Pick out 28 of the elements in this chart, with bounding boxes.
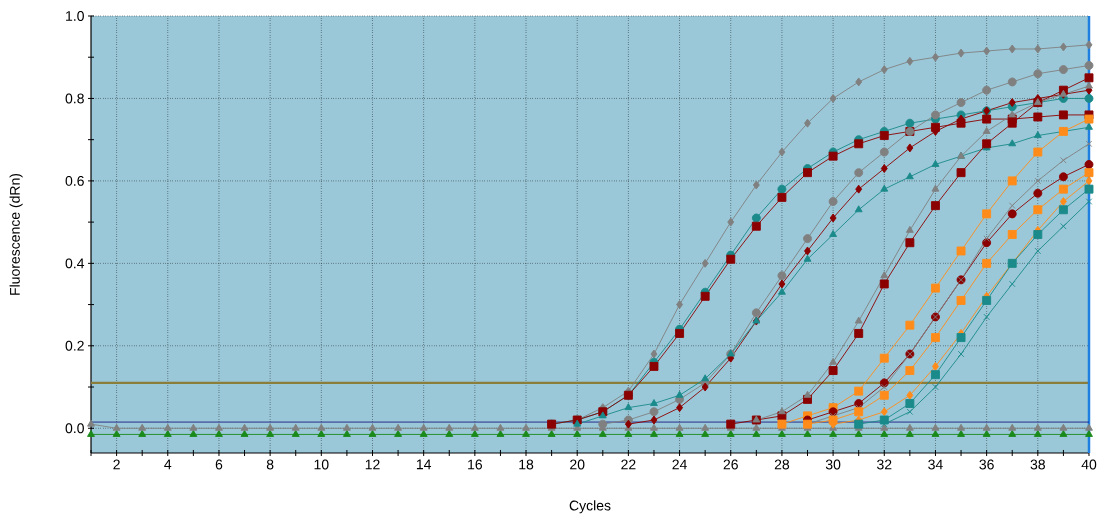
x-tick-label: 6 (215, 459, 223, 470)
y-tick-label: 0.4 (65, 258, 85, 269)
y-tick-label: 0.8 (65, 93, 84, 104)
x-tick-label: 32 (877, 459, 892, 470)
x-tick-label: 38 (1030, 459, 1045, 470)
x-tick-label: 4 (164, 459, 172, 470)
x-axis-title: Cycles (569, 500, 611, 514)
y-axis-title: Fluorescence (dRn) (9, 173, 23, 295)
x-tick-label: 22 (621, 459, 636, 470)
x-tick-label: 8 (266, 459, 274, 470)
y-tick-label: 0.2 (65, 340, 84, 351)
x-tick-label: 12 (365, 459, 380, 470)
x-tick-label: 40 (1081, 459, 1097, 470)
x-tick-label: 2 (113, 459, 120, 470)
x-tick-label: 20 (570, 459, 585, 470)
x-tick-label: 30 (825, 459, 841, 470)
x-tick-label: 36 (979, 459, 994, 470)
x-tick-label: 34 (928, 459, 943, 470)
x-tick-label: 16 (468, 459, 483, 470)
x-tick-label: 14 (416, 459, 432, 470)
x-tick-label: 26 (723, 459, 738, 470)
x-tick-label: 24 (672, 459, 687, 470)
y-tick-label: 0.0 (65, 423, 84, 434)
y-tick-label: 0.6 (65, 175, 84, 186)
y-tick-label: 1.0 (66, 11, 84, 21)
x-tick-label: 18 (519, 459, 534, 470)
x-tick-label: 28 (774, 459, 790, 470)
x-tick-label: 10 (314, 459, 329, 470)
